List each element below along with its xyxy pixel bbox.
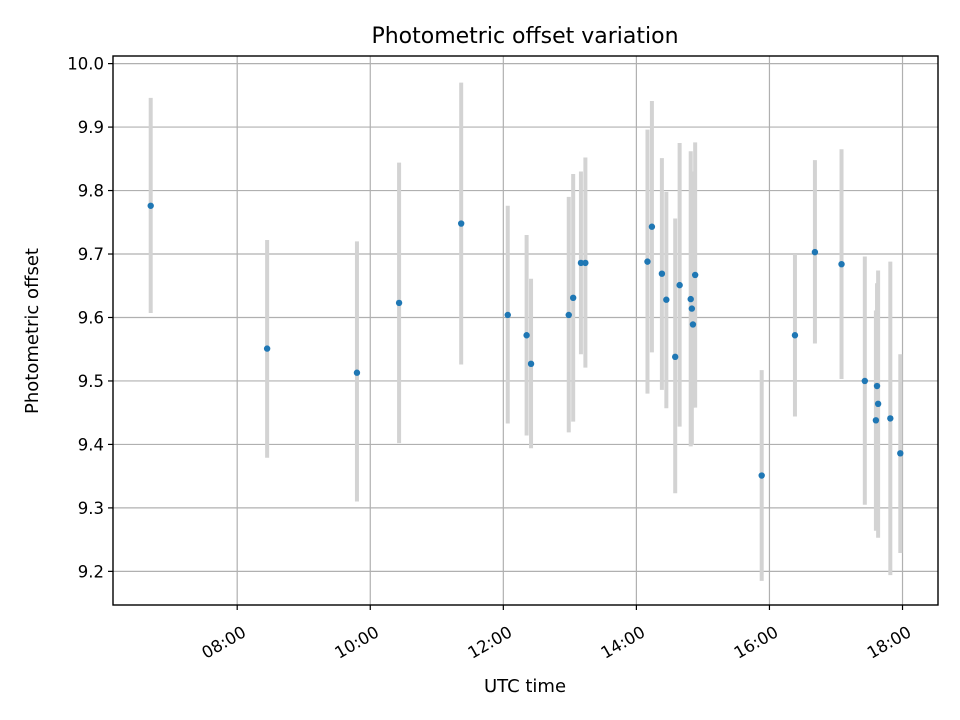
data-point — [897, 450, 904, 457]
data-point — [353, 369, 361, 376]
data-point — [758, 472, 765, 479]
data-point — [523, 332, 530, 339]
plot-frame — [112, 55, 939, 606]
data-point — [688, 305, 696, 312]
data-point — [577, 259, 585, 267]
grid-lines — [113, 56, 938, 605]
y-tick-label: 9.2 — [78, 562, 104, 581]
data-point — [861, 377, 869, 385]
data-point — [504, 311, 511, 319]
y-tick-label: 9.7 — [78, 245, 104, 264]
y-tick-label: 9.8 — [78, 182, 104, 201]
data-point — [582, 259, 589, 267]
data-points — [147, 202, 904, 479]
data-point — [565, 311, 572, 319]
data-point — [658, 270, 666, 277]
data-point — [457, 220, 465, 227]
data-point — [838, 260, 845, 268]
y-tick-label: 9.5 — [78, 372, 104, 391]
data-point — [147, 202, 154, 209]
data-point — [676, 281, 683, 289]
data-point — [648, 223, 656, 230]
y-tick-label: 9.3 — [78, 499, 104, 518]
data-point — [687, 295, 694, 303]
data-point — [263, 345, 271, 352]
data-point — [395, 299, 403, 307]
y-tick-label: 9.6 — [78, 308, 104, 327]
data-point — [874, 400, 882, 408]
y-axis-label: Photometric offset — [22, 248, 43, 414]
data-point — [569, 294, 577, 302]
y-tick-label: 10.0 — [67, 55, 104, 74]
data-point — [811, 248, 819, 256]
data-point — [671, 353, 679, 361]
data-point — [872, 417, 880, 424]
data-point — [644, 258, 651, 265]
data-point — [689, 321, 697, 328]
axis-ticks: 08:00 10:00 12:00 14:00 16:00 18:009.29.39.49… — [67, 55, 914, 663]
data-point — [691, 271, 699, 279]
x-axis-label: UTC time — [484, 676, 566, 697]
data-point — [527, 360, 535, 368]
chart-title: Photometric offset variation — [371, 24, 678, 49]
data-point — [873, 382, 881, 390]
y-tick-label: 9.9 — [78, 118, 104, 137]
data-point — [663, 296, 670, 303]
data-point — [791, 332, 799, 339]
data-point — [887, 415, 894, 422]
y-tick-label: 9.4 — [78, 435, 104, 454]
